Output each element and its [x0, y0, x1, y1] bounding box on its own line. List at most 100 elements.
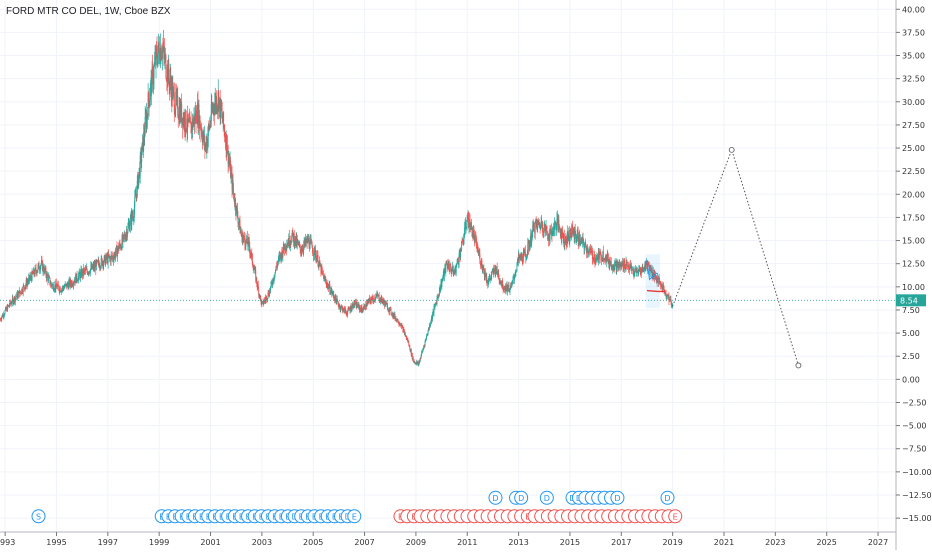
y-tick-label: 15.00 — [902, 237, 925, 246]
candle-body — [145, 117, 146, 136]
candle-body — [489, 277, 490, 278]
candle-body — [48, 277, 49, 282]
candle-body — [527, 243, 528, 254]
event-label: E — [673, 512, 678, 521]
candle-body — [184, 116, 185, 129]
candle-body — [408, 342, 409, 345]
candle-body — [600, 253, 601, 261]
candle-body — [391, 314, 392, 315]
x-tick-label: 2007 — [354, 538, 374, 547]
y-tick-label: −12.50 — [902, 491, 932, 500]
candle-body — [37, 272, 38, 274]
y-tick-label: 2.50 — [902, 352, 920, 361]
candle-body — [456, 266, 457, 272]
candle-body — [16, 297, 17, 298]
event-label: E — [352, 512, 357, 521]
y-tick-label: 30.00 — [902, 98, 925, 107]
candle-body — [297, 240, 298, 242]
candle-body — [594, 254, 595, 260]
candle-body — [116, 247, 117, 253]
x-tick-label: 2015 — [560, 538, 580, 547]
candle-body — [24, 285, 25, 287]
candle-body — [535, 223, 536, 233]
y-tick-label: 40.00 — [902, 5, 925, 14]
x-tick-label: 2005 — [303, 538, 323, 547]
candle-body — [186, 111, 187, 130]
candle-body — [629, 267, 630, 270]
y-tick-label: 27.50 — [902, 121, 925, 130]
y-tick-label: −15.00 — [902, 514, 932, 523]
chart-title: FORD MTR CO DEL, 1W, Cboe BZX — [6, 6, 170, 17]
x-tick-label: 2023 — [765, 538, 785, 547]
candle-body — [335, 295, 336, 299]
x-tick-label: 1999 — [149, 538, 169, 547]
y-tick-label: 35.00 — [902, 52, 925, 61]
candle-body — [154, 66, 155, 79]
x-tick-label: 1993 — [0, 538, 15, 547]
event-label: D — [614, 494, 620, 503]
candle-body — [471, 223, 472, 227]
candle-body — [318, 255, 319, 266]
x-tick-label: 2019 — [662, 538, 682, 547]
candle-body — [432, 314, 433, 319]
candle-body — [547, 230, 548, 235]
candle-body — [141, 155, 142, 162]
candle-body — [226, 134, 227, 153]
y-tick-label: −2.50 — [902, 398, 927, 407]
candle-body — [244, 235, 245, 239]
candle-body — [17, 293, 18, 297]
candle-body — [323, 275, 324, 277]
x-tick-label: 2027 — [868, 538, 888, 547]
event-label: D — [518, 494, 524, 503]
y-tick-label: 22.50 — [902, 167, 925, 176]
x-tick-label: 2001 — [200, 538, 220, 547]
candle-body — [461, 241, 462, 251]
y-tick-label: 10.00 — [902, 283, 925, 292]
candle-body — [127, 226, 128, 233]
candle-body — [409, 345, 410, 349]
x-tick-label: 2003 — [252, 538, 272, 547]
y-tick-label: 20.00 — [902, 190, 925, 199]
candle-body — [292, 230, 293, 233]
candle-body — [223, 112, 224, 125]
candle-body — [516, 265, 517, 271]
event-label: D — [544, 494, 550, 503]
candle-body — [375, 297, 376, 300]
candle-body — [510, 289, 511, 292]
candle-body — [413, 358, 414, 361]
candle-body — [603, 251, 604, 260]
candle-body — [534, 223, 535, 231]
candle-body — [460, 251, 461, 258]
x-tick-label: 2017 — [611, 538, 631, 547]
candle-body — [466, 228, 467, 229]
x-tick-label: 2011 — [457, 538, 477, 547]
x-tick-label: 1995 — [46, 538, 66, 547]
candle-body — [464, 228, 465, 236]
y-tick-label: 25.00 — [902, 144, 925, 153]
candle-body — [436, 298, 437, 304]
y-tick-label: 12.50 — [902, 260, 925, 269]
candle-body — [479, 254, 480, 263]
candle-body — [233, 189, 234, 193]
y-tick-label: −10.00 — [902, 468, 932, 477]
event-label: S — [36, 512, 41, 521]
projection-point — [729, 147, 734, 152]
candle-body — [448, 264, 449, 270]
y-tick-label: 7.50 — [902, 306, 920, 315]
event-label: D — [492, 494, 498, 503]
y-tick-label: −5.00 — [902, 422, 927, 431]
candle-body — [286, 246, 287, 250]
candle-body — [544, 227, 545, 232]
candle-body — [148, 93, 149, 100]
y-tick-label: 0.00 — [902, 375, 920, 384]
y-tick-label: 37.50 — [902, 28, 925, 37]
candle-body — [353, 304, 354, 308]
candle-body — [364, 305, 365, 309]
candle-body — [449, 264, 450, 271]
candle-body — [260, 296, 261, 299]
last-price-label: 8.54 — [900, 296, 918, 305]
candle-body — [300, 245, 301, 250]
y-tick-label: 5.00 — [902, 329, 920, 338]
